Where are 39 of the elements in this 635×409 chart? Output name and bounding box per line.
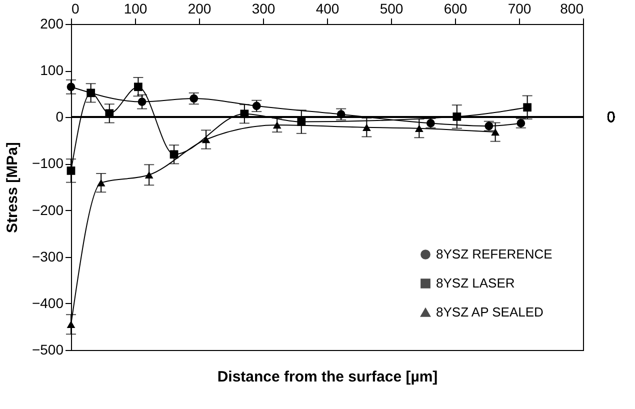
y-tick-label: 200 bbox=[40, 16, 64, 32]
ref-line-label: 0 bbox=[606, 109, 616, 126]
y-tick-label: −400 bbox=[32, 294, 64, 311]
point bbox=[66, 82, 76, 92]
y-tick-label: −300 bbox=[32, 248, 64, 264]
x-tick-label: 400 bbox=[316, 0, 340, 16]
legend-label: 8YSZ LASER bbox=[436, 276, 515, 290]
point bbox=[170, 150, 178, 159]
x-tick-label: 500 bbox=[380, 0, 404, 16]
point bbox=[202, 136, 210, 144]
point bbox=[96, 179, 106, 186]
point bbox=[144, 171, 154, 179]
x-tick-label: 700 bbox=[508, 0, 532, 16]
x-tick-label: 200 bbox=[188, 0, 212, 16]
point bbox=[362, 124, 371, 132]
x-tick-label: 800 bbox=[560, 0, 584, 16]
y-tick-label: 0 bbox=[56, 108, 64, 125]
point bbox=[66, 320, 76, 328]
point bbox=[272, 121, 282, 129]
point bbox=[66, 166, 76, 175]
x-axis-title: Distance from the surface [µm] bbox=[217, 368, 438, 386]
legend-label: 8YSZ REFERENCE bbox=[436, 246, 553, 262]
y-tick-label: 100 bbox=[40, 62, 64, 78]
point bbox=[297, 118, 306, 126]
point bbox=[86, 88, 96, 98]
point bbox=[134, 82, 142, 92]
point bbox=[523, 103, 532, 112]
y-tick-label: −500 bbox=[32, 342, 64, 358]
x-tick-label: 0 bbox=[72, 0, 80, 16]
y-tick-label: −200 bbox=[32, 202, 64, 218]
y-axis-title: Stress [MPa] bbox=[4, 142, 21, 233]
x-tick-label: 100 bbox=[124, 0, 148, 16]
point bbox=[414, 124, 424, 132]
point bbox=[138, 98, 146, 106]
x-tick-label: 300 bbox=[252, 0, 276, 16]
point bbox=[491, 128, 500, 136]
y-tick-label: −100 bbox=[32, 155, 64, 172]
legend-label: 8YSZ AP SEALED bbox=[436, 304, 544, 320]
x-tick-label: 600 bbox=[444, 0, 468, 16]
